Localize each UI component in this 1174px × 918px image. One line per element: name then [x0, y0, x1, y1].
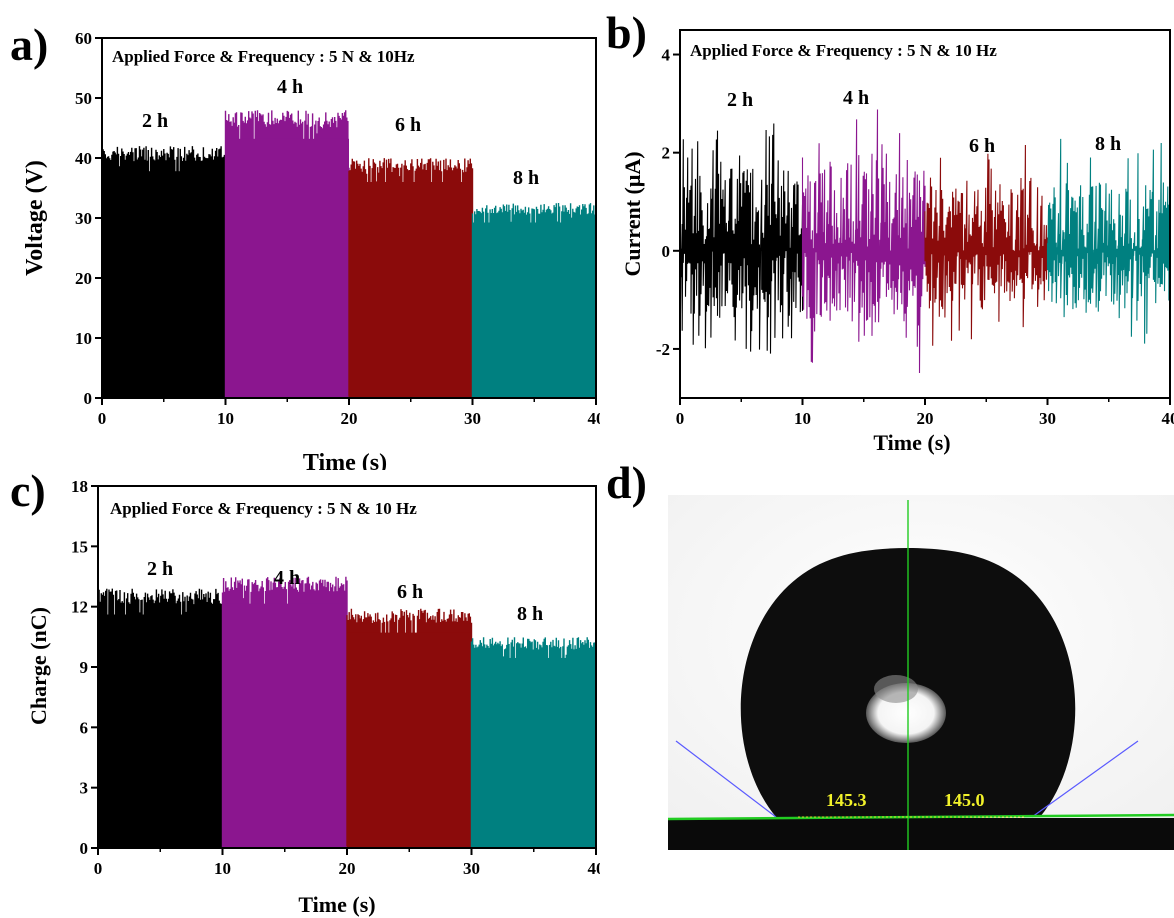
y-tick-label: 6 — [80, 718, 89, 737]
series-6h-trace — [924, 144, 1049, 346]
y-tick-label: 10 — [75, 329, 92, 348]
y-tick-label: 0 — [662, 242, 671, 261]
series-label-4h: 4 h — [274, 567, 300, 589]
droplet-reflection — [874, 675, 918, 703]
y-tick-label: 0 — [84, 389, 93, 408]
series-label-6h: 6 h — [397, 581, 423, 603]
y-tick-label: 3 — [80, 779, 89, 798]
series-label-4h: 4 h — [843, 87, 869, 109]
force-frequency-annotation: Applied Force & Frequency : 5 N & 10 Hz — [690, 41, 997, 60]
series-8h-trace — [470, 637, 597, 849]
substrate — [668, 818, 1174, 850]
series-label-2h: 2 h — [147, 558, 173, 580]
series-4h-trace — [224, 110, 350, 399]
y-tick-label: 40 — [75, 149, 92, 168]
y-tick-label: 18 — [71, 477, 88, 496]
x-tick-label: 40 — [588, 859, 601, 878]
series-2h-trace — [679, 123, 804, 361]
left-contact-angle: 145.3 — [826, 790, 867, 810]
y-tick-label: 30 — [75, 209, 92, 228]
x-tick-label: 10 — [217, 409, 234, 428]
panel-label-c: c) — [10, 465, 46, 516]
y-tick-label: 2 — [662, 144, 671, 163]
x-tick-label: 10 — [214, 859, 231, 878]
series-label-6h: 6 h — [395, 114, 421, 136]
y-axis-label: Current (μA) — [620, 151, 645, 276]
contact-angle-photo: 145.3 145.0 — [667, 495, 1174, 850]
x-tick-label: 30 — [1039, 409, 1056, 428]
y-tick-label: 50 — [75, 89, 92, 108]
chart-a-voltage: 2 h 4 h 6 h 8 h 0 10 20 30 40 0 10 20 30 40 50 60 Applie… — [22, 29, 601, 470]
x-tick-label: 20 — [341, 409, 358, 428]
x-tick-label: 40 — [588, 409, 601, 428]
series-label-4h: 4 h — [277, 76, 303, 98]
y-axis-label: Charge (nC) — [26, 607, 51, 725]
force-frequency-annotation: Applied Force & Frequency : 5 N & 10 Hz — [110, 499, 417, 518]
x-tick-label: 40 — [1162, 409, 1174, 428]
chart-b-current: 2 h 4 h 6 h 8 h 0 10 20 30 40 -2 0 2 4 Applied Force … — [620, 29, 1174, 455]
series-label-8h: 8 h — [513, 167, 539, 189]
x-axis-label: Time (s) — [298, 892, 375, 917]
left-tangent-line — [675, 740, 777, 818]
y-tick-label: 60 — [75, 29, 92, 48]
x-tick-label: 30 — [464, 409, 481, 428]
series-label-6h: 6 h — [969, 135, 995, 157]
series-label-8h: 8 h — [517, 603, 543, 625]
x-tick-label: 10 — [794, 409, 811, 428]
x-tick-label: 0 — [94, 859, 103, 878]
y-tick-label: -2 — [656, 340, 670, 359]
y-axis-label: Voltage (V) — [22, 160, 48, 276]
panel-label-a: a) — [10, 19, 49, 70]
baseline-line — [667, 813, 1174, 821]
right-tangent-line — [1031, 740, 1139, 818]
x-tick-label: 20 — [917, 409, 934, 428]
series-8h-trace — [1046, 138, 1171, 344]
x-axis-label: Time (s) — [303, 450, 387, 470]
series-6h-trace — [348, 158, 474, 399]
panel-label-b: b) — [606, 7, 647, 58]
y-tick-label: 0 — [80, 839, 89, 858]
series-2h-trace — [97, 588, 224, 849]
y-tick-label: 15 — [71, 537, 88, 556]
y-tick-label: 12 — [71, 598, 88, 617]
x-tick-label: 30 — [463, 859, 480, 878]
series-label-2h: 2 h — [142, 110, 168, 132]
x-axis-label: Time (s) — [873, 430, 950, 455]
series-label-2h: 2 h — [727, 89, 753, 111]
series-label-8h: 8 h — [1095, 133, 1121, 155]
y-tick-label: 4 — [662, 46, 671, 65]
panel-label-d: d) — [606, 457, 647, 508]
force-frequency-annotation: Applied Force & Frequency : 5 N & 10Hz — [112, 47, 415, 66]
x-tick-label: 0 — [98, 409, 107, 428]
series-6h-trace — [346, 608, 473, 849]
series-4h-trace — [221, 576, 348, 849]
x-tick-label: 0 — [676, 409, 685, 428]
series-4h-trace — [801, 109, 926, 374]
right-contact-angle: 145.0 — [944, 790, 985, 810]
x-tick-label: 20 — [339, 859, 356, 878]
y-tick-label: 20 — [75, 269, 92, 288]
chart-c-charge: 2 h 4 h 6 h 8 h 0 10 20 30 40 0 3 6 9 12 15 18 Applied F… — [26, 477, 601, 917]
series-2h-trace — [101, 146, 227, 399]
y-tick-label: 9 — [80, 658, 89, 677]
series-8h-trace — [471, 202, 597, 399]
